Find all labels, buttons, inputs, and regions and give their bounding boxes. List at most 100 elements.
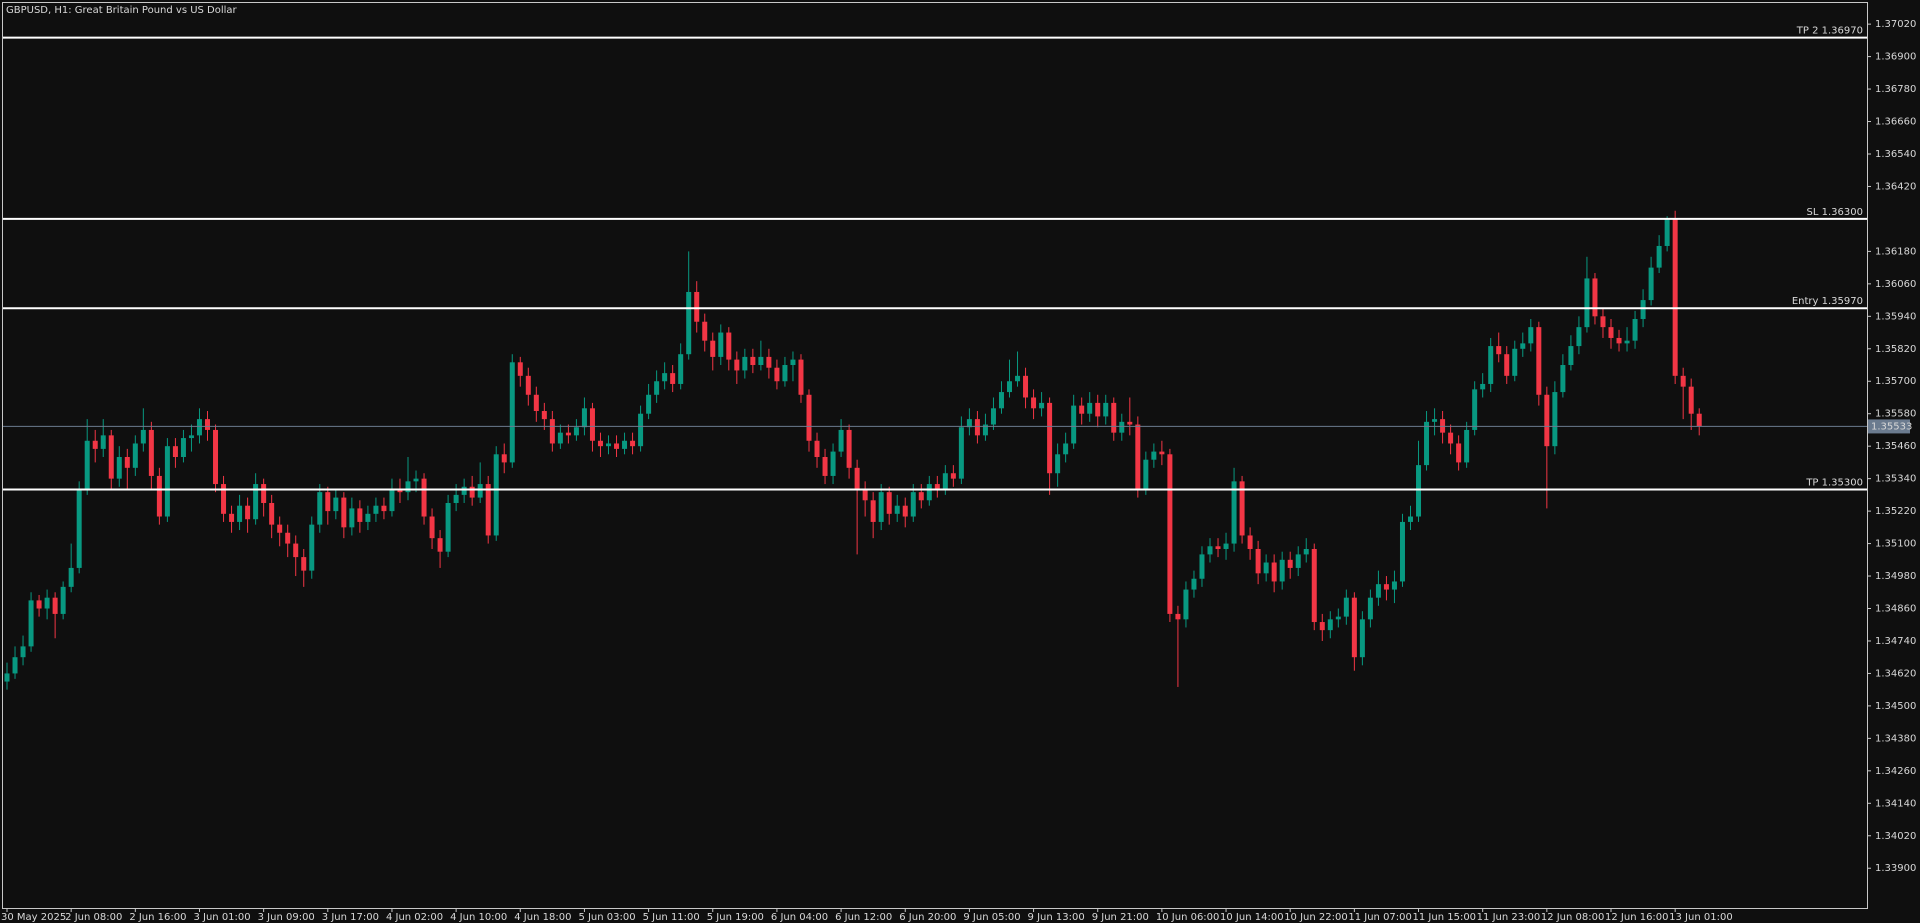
candle-body xyxy=(1560,365,1566,393)
candle-body xyxy=(12,657,18,674)
candle-body xyxy=(100,435,106,449)
candle-body xyxy=(557,432,563,444)
candle-body xyxy=(838,429,844,452)
candle-body xyxy=(982,424,988,436)
y-tick-label: 1.35220 xyxy=(1875,506,1916,517)
candle-body xyxy=(309,524,315,571)
y-tick-label: 1.36420 xyxy=(1875,181,1916,192)
candle-body xyxy=(1536,327,1542,395)
x-tick-label: 4 Jun 18:00 xyxy=(514,912,571,923)
candle-body xyxy=(958,427,964,479)
candle-body xyxy=(1432,419,1438,422)
y-tick-label: 1.36660 xyxy=(1875,117,1916,128)
candle-body xyxy=(966,419,972,428)
candle-body xyxy=(910,492,916,517)
candle-body xyxy=(357,508,363,522)
candle-body xyxy=(1488,346,1494,384)
y-tick-label: 1.34500 xyxy=(1875,701,1916,712)
candle-body xyxy=(493,454,499,536)
candle-body xyxy=(1528,327,1534,344)
candle-body xyxy=(678,354,684,384)
x-tick-label: 3 Jun 09:00 xyxy=(258,912,315,923)
y-tick-label: 1.35580 xyxy=(1875,409,1916,420)
x-tick-label: 10 Jun 06:00 xyxy=(1156,912,1220,923)
candle-body xyxy=(1576,327,1582,347)
candle-body xyxy=(1480,383,1486,390)
candle-body xyxy=(1143,459,1149,490)
x-tick-label: 11 Jun 15:00 xyxy=(1413,912,1477,923)
x-tick-label: 4 Jun 10:00 xyxy=(450,912,507,923)
candle-body xyxy=(1183,589,1189,620)
candle-body xyxy=(437,538,443,552)
candle-body xyxy=(670,373,676,384)
candle-body xyxy=(1319,622,1325,631)
y-tick-label: 1.34260 xyxy=(1875,766,1916,777)
y-tick-label: 1.36180 xyxy=(1875,246,1916,257)
candle-body xyxy=(1175,613,1181,620)
candle-body xyxy=(205,419,210,430)
candle-body xyxy=(1015,375,1021,382)
candle-body xyxy=(1496,346,1502,355)
candle-body xyxy=(108,435,114,479)
candle-body xyxy=(918,492,924,501)
candle-body xyxy=(614,443,620,449)
candle-body xyxy=(1343,597,1349,617)
candle-body xyxy=(597,440,603,447)
candle-body xyxy=(1223,543,1229,549)
candle-body xyxy=(397,489,403,493)
candle-body xyxy=(1399,521,1405,582)
candle-body xyxy=(140,429,146,444)
candle-body xyxy=(950,473,956,479)
candle-body xyxy=(1592,278,1598,317)
candle-body xyxy=(974,419,980,436)
last-price-label: 1.35533 xyxy=(1871,421,1912,432)
candle-body xyxy=(477,484,483,498)
candle-body xyxy=(581,408,587,428)
candle-body xyxy=(1279,559,1285,582)
x-tick-label: 12 Jun 16:00 xyxy=(1605,912,1669,923)
candle-body xyxy=(413,478,419,482)
x-tick-label: 6 Jun 04:00 xyxy=(771,912,828,923)
candle-body xyxy=(60,586,66,614)
y-tick-label: 1.35460 xyxy=(1875,441,1916,452)
candle-body xyxy=(1287,559,1293,568)
candle-body xyxy=(237,505,243,522)
candle-body xyxy=(998,392,1004,409)
candle-body xyxy=(894,505,900,514)
candle-body xyxy=(164,446,170,517)
candle-body xyxy=(1624,340,1630,344)
x-tick-label: 9 Jun 13:00 xyxy=(1028,912,1085,923)
candle-body xyxy=(1047,402,1053,474)
level-label: TP 1.35300 xyxy=(1805,477,1863,488)
candle-body xyxy=(1087,402,1093,414)
x-tick-label: 10 Jun 14:00 xyxy=(1220,912,1284,923)
candle-body xyxy=(1456,443,1462,463)
candle-body xyxy=(1167,454,1173,614)
candle-body xyxy=(926,484,932,501)
candle-body xyxy=(1271,562,1277,582)
candle-body xyxy=(1512,348,1518,376)
candle-body xyxy=(525,375,531,395)
candle-body xyxy=(654,381,660,395)
candle-body xyxy=(638,413,644,447)
candle-body xyxy=(774,367,780,382)
candle-body xyxy=(261,484,267,503)
x-tick-label: 11 Jun 23:00 xyxy=(1477,912,1541,923)
candle-body xyxy=(734,359,740,371)
y-tick-label: 1.36060 xyxy=(1875,279,1916,290)
candle-body xyxy=(1584,278,1590,328)
candle-body xyxy=(934,484,940,490)
y-tick-label: 1.34380 xyxy=(1875,733,1916,744)
candle-body xyxy=(221,484,227,514)
candle-body xyxy=(814,440,820,457)
candle-body xyxy=(172,446,178,457)
candle-body xyxy=(902,505,908,517)
chart-title: GBPUSD, H1: Great Britain Pound vs US Do… xyxy=(6,5,238,16)
candle-body xyxy=(20,646,26,658)
candle-body xyxy=(1552,392,1558,447)
candle-body xyxy=(349,508,355,528)
x-tick-label: 2 Jun 08:00 xyxy=(65,912,122,923)
candle-body xyxy=(28,600,34,647)
y-tick-label: 1.35340 xyxy=(1875,474,1916,485)
